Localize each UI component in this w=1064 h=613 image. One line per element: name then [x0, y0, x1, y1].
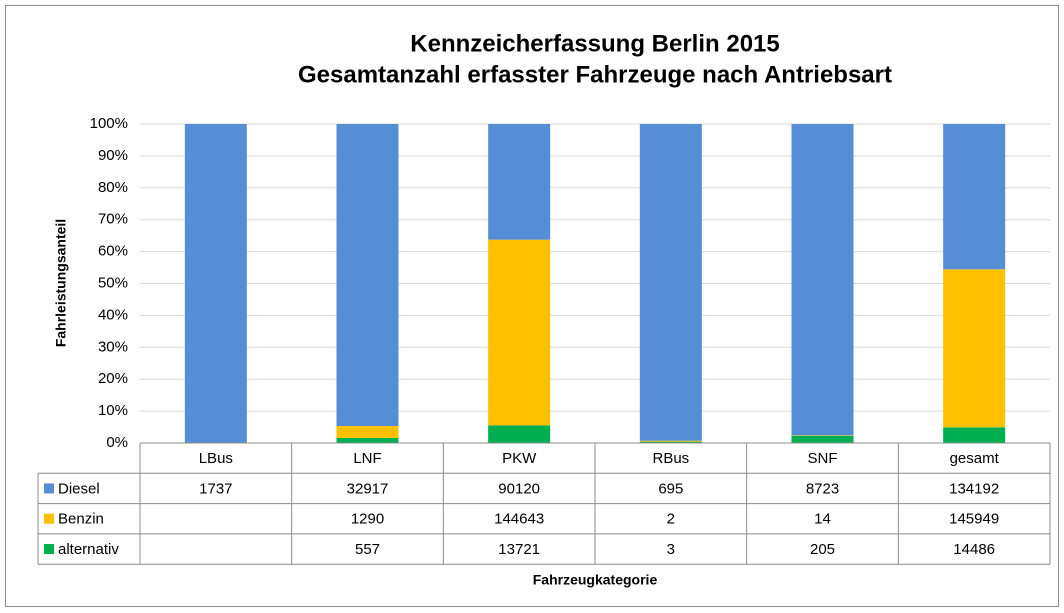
bar-segment	[336, 124, 399, 427]
y-tick-label: 40%	[98, 306, 128, 323]
table-cell: 14	[814, 511, 831, 528]
y-axis-title: Fahrleistungsanteil	[53, 219, 69, 347]
x-tick-label: RBus	[652, 450, 689, 467]
bar-segment	[336, 426, 399, 438]
bar-segment	[943, 427, 1006, 443]
table-cell: 32917	[347, 480, 389, 497]
y-tick-label: 80%	[98, 179, 128, 196]
bar-segment	[943, 269, 1006, 428]
x-tick-label: gesamt	[950, 450, 1000, 467]
table-cell: 14486	[953, 541, 995, 558]
legend-swatch	[44, 544, 54, 555]
y-tick-label: 10%	[98, 402, 128, 419]
y-tick-label: 20%	[98, 370, 128, 387]
x-axis-title: Fahrzeugkategorie	[533, 572, 658, 588]
table-cell: 145949	[949, 511, 999, 528]
bar-segment	[488, 425, 551, 443]
table-cell: 134192	[949, 480, 999, 497]
y-tick-label: 50%	[98, 274, 128, 291]
table-cell: 557	[355, 541, 380, 558]
legend-swatch	[44, 513, 54, 524]
bar-segment	[488, 124, 551, 240]
bar-segment	[943, 124, 1006, 270]
chart-title: Kennzeicherfassung Berlin 2015	[410, 30, 779, 57]
table-cell: 205	[810, 541, 835, 558]
legend-label: Benzin	[58, 511, 104, 528]
bar-segment	[184, 124, 247, 443]
bar-segment	[791, 435, 854, 443]
table-cell: 13721	[498, 541, 540, 558]
table-cell: 3	[667, 541, 675, 558]
y-tick-label: 90%	[98, 147, 128, 164]
bar-segment	[639, 441, 702, 443]
table-cell: 90120	[498, 480, 540, 497]
y-tick-label: 60%	[98, 243, 128, 260]
x-tick-label: LBus	[199, 450, 233, 467]
bar-segment	[488, 239, 551, 426]
x-tick-label: PKW	[502, 450, 537, 467]
bar-segment	[639, 440, 702, 442]
bar-segment	[639, 124, 702, 441]
y-tick-label: 0%	[106, 434, 128, 451]
bar-segment	[336, 437, 399, 443]
legend-label: Diesel	[58, 480, 100, 497]
legend-swatch	[44, 483, 54, 494]
table-cell: 1290	[351, 511, 384, 528]
x-tick-label: SNF	[808, 450, 838, 467]
y-tick-label: 70%	[98, 211, 128, 228]
legend-label: alternativ	[58, 541, 119, 558]
table-cell: 695	[658, 480, 683, 497]
table-cell: 144643	[494, 511, 544, 528]
x-tick-label: LNF	[353, 450, 381, 467]
bar-segment	[791, 124, 854, 436]
chart-subtitle: Gesamtanzahl erfasster Fahrzeuge nach An…	[298, 61, 892, 88]
y-tick-label: 30%	[98, 338, 128, 355]
table-cell: 1737	[199, 480, 232, 497]
y-tick-label: 100%	[90, 115, 128, 132]
table-cell: 2	[667, 511, 675, 528]
table-cell: 8723	[806, 480, 839, 497]
